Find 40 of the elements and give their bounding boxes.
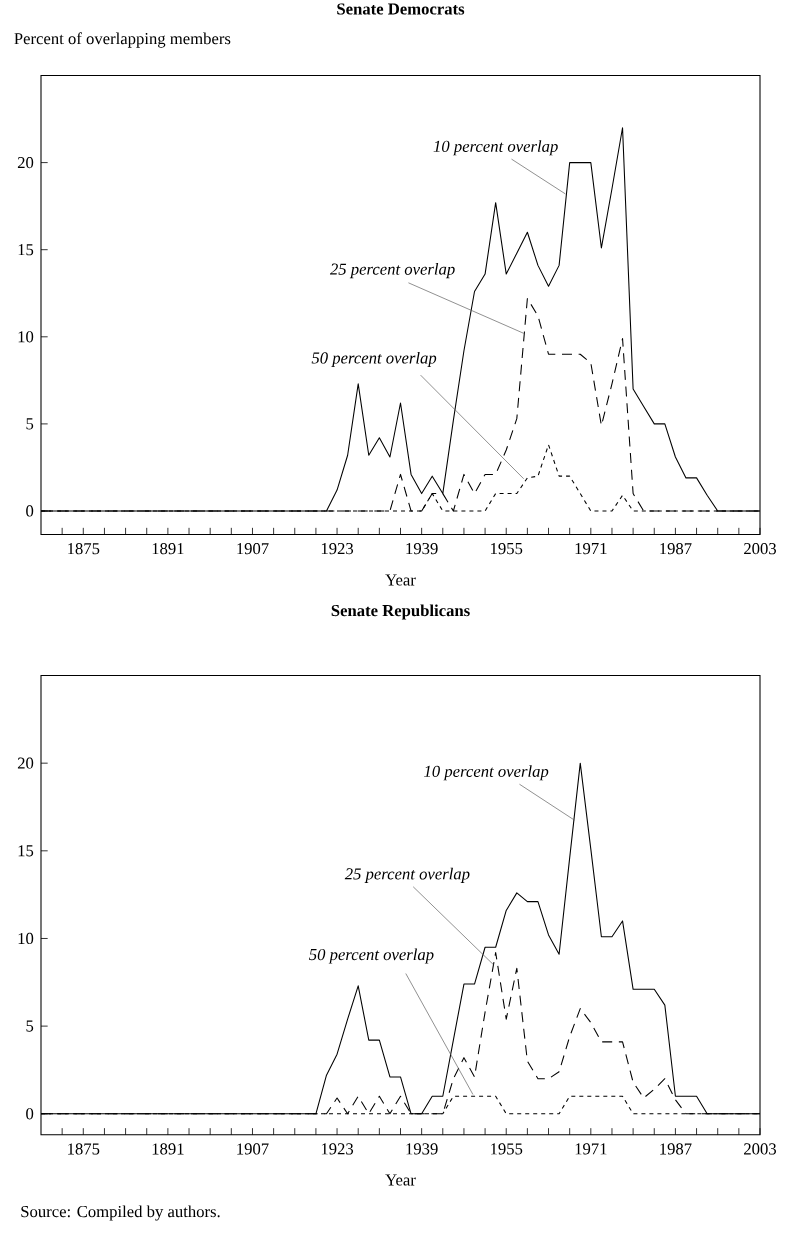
x-tick-label: 2003 [744,1143,777,1155]
annotation: 50 percent overlap [311,351,437,368]
x-tick-label: 1971 [575,542,607,555]
x-tick-label: 1891 [152,1143,184,1155]
y-tick-label: 5 [26,1020,34,1032]
x-tick-label: 1875 [68,1143,100,1155]
annotation: 50 percent overlap [309,948,434,964]
x-tick-label: 1907 [237,1143,269,1155]
y-tick-label: 20 [17,757,34,769]
x-axis-title: Year [385,1174,416,1186]
x-tick-label: 2003 [744,543,777,555]
annotation: 25 percent overlap [344,867,470,883]
chart-title: Senate Republicans [331,604,470,620]
x-tick-label: 1955 [491,1143,523,1155]
annotation: 10 percent overlap [433,140,558,156]
x-axis-title: Year [385,574,416,586]
x-tick-label: 1939 [406,1143,438,1155]
x-tick-label: 1923 [321,1143,354,1155]
x-tick-label: 1939 [406,542,438,555]
annotation: 25 percent overlap [329,263,455,279]
x-tick-label: 1907 [237,543,269,555]
y-axis-title: Percent of overlapping members [14,32,231,48]
y-tick-label: 20 [17,156,34,169]
chart-title: Senate Democrats [337,3,465,15]
y-tick-label: 15 [18,845,34,857]
source-note: Source: Compiled by authors. [21,1205,220,1221]
y-tick-label: 10 [18,331,34,343]
y-tick-label: 10 [18,932,34,945]
annotation: 10 percent overlap [424,765,549,781]
y-tick-label: 0 [26,1108,34,1120]
x-tick-label: 1955 [491,542,523,555]
x-tick-label: 1971 [575,1143,607,1155]
x-tick-label: 1875 [68,543,100,555]
x-tick-label: 1987 [660,1143,692,1155]
y-tick-label: 5 [26,418,34,430]
y-tick-label: 0 [26,505,34,517]
x-tick-label: 1987 [660,543,692,555]
y-tick-label: 15 [18,244,34,256]
x-tick-label: 1923 [321,542,354,555]
x-tick-label: 1891 [152,543,184,555]
